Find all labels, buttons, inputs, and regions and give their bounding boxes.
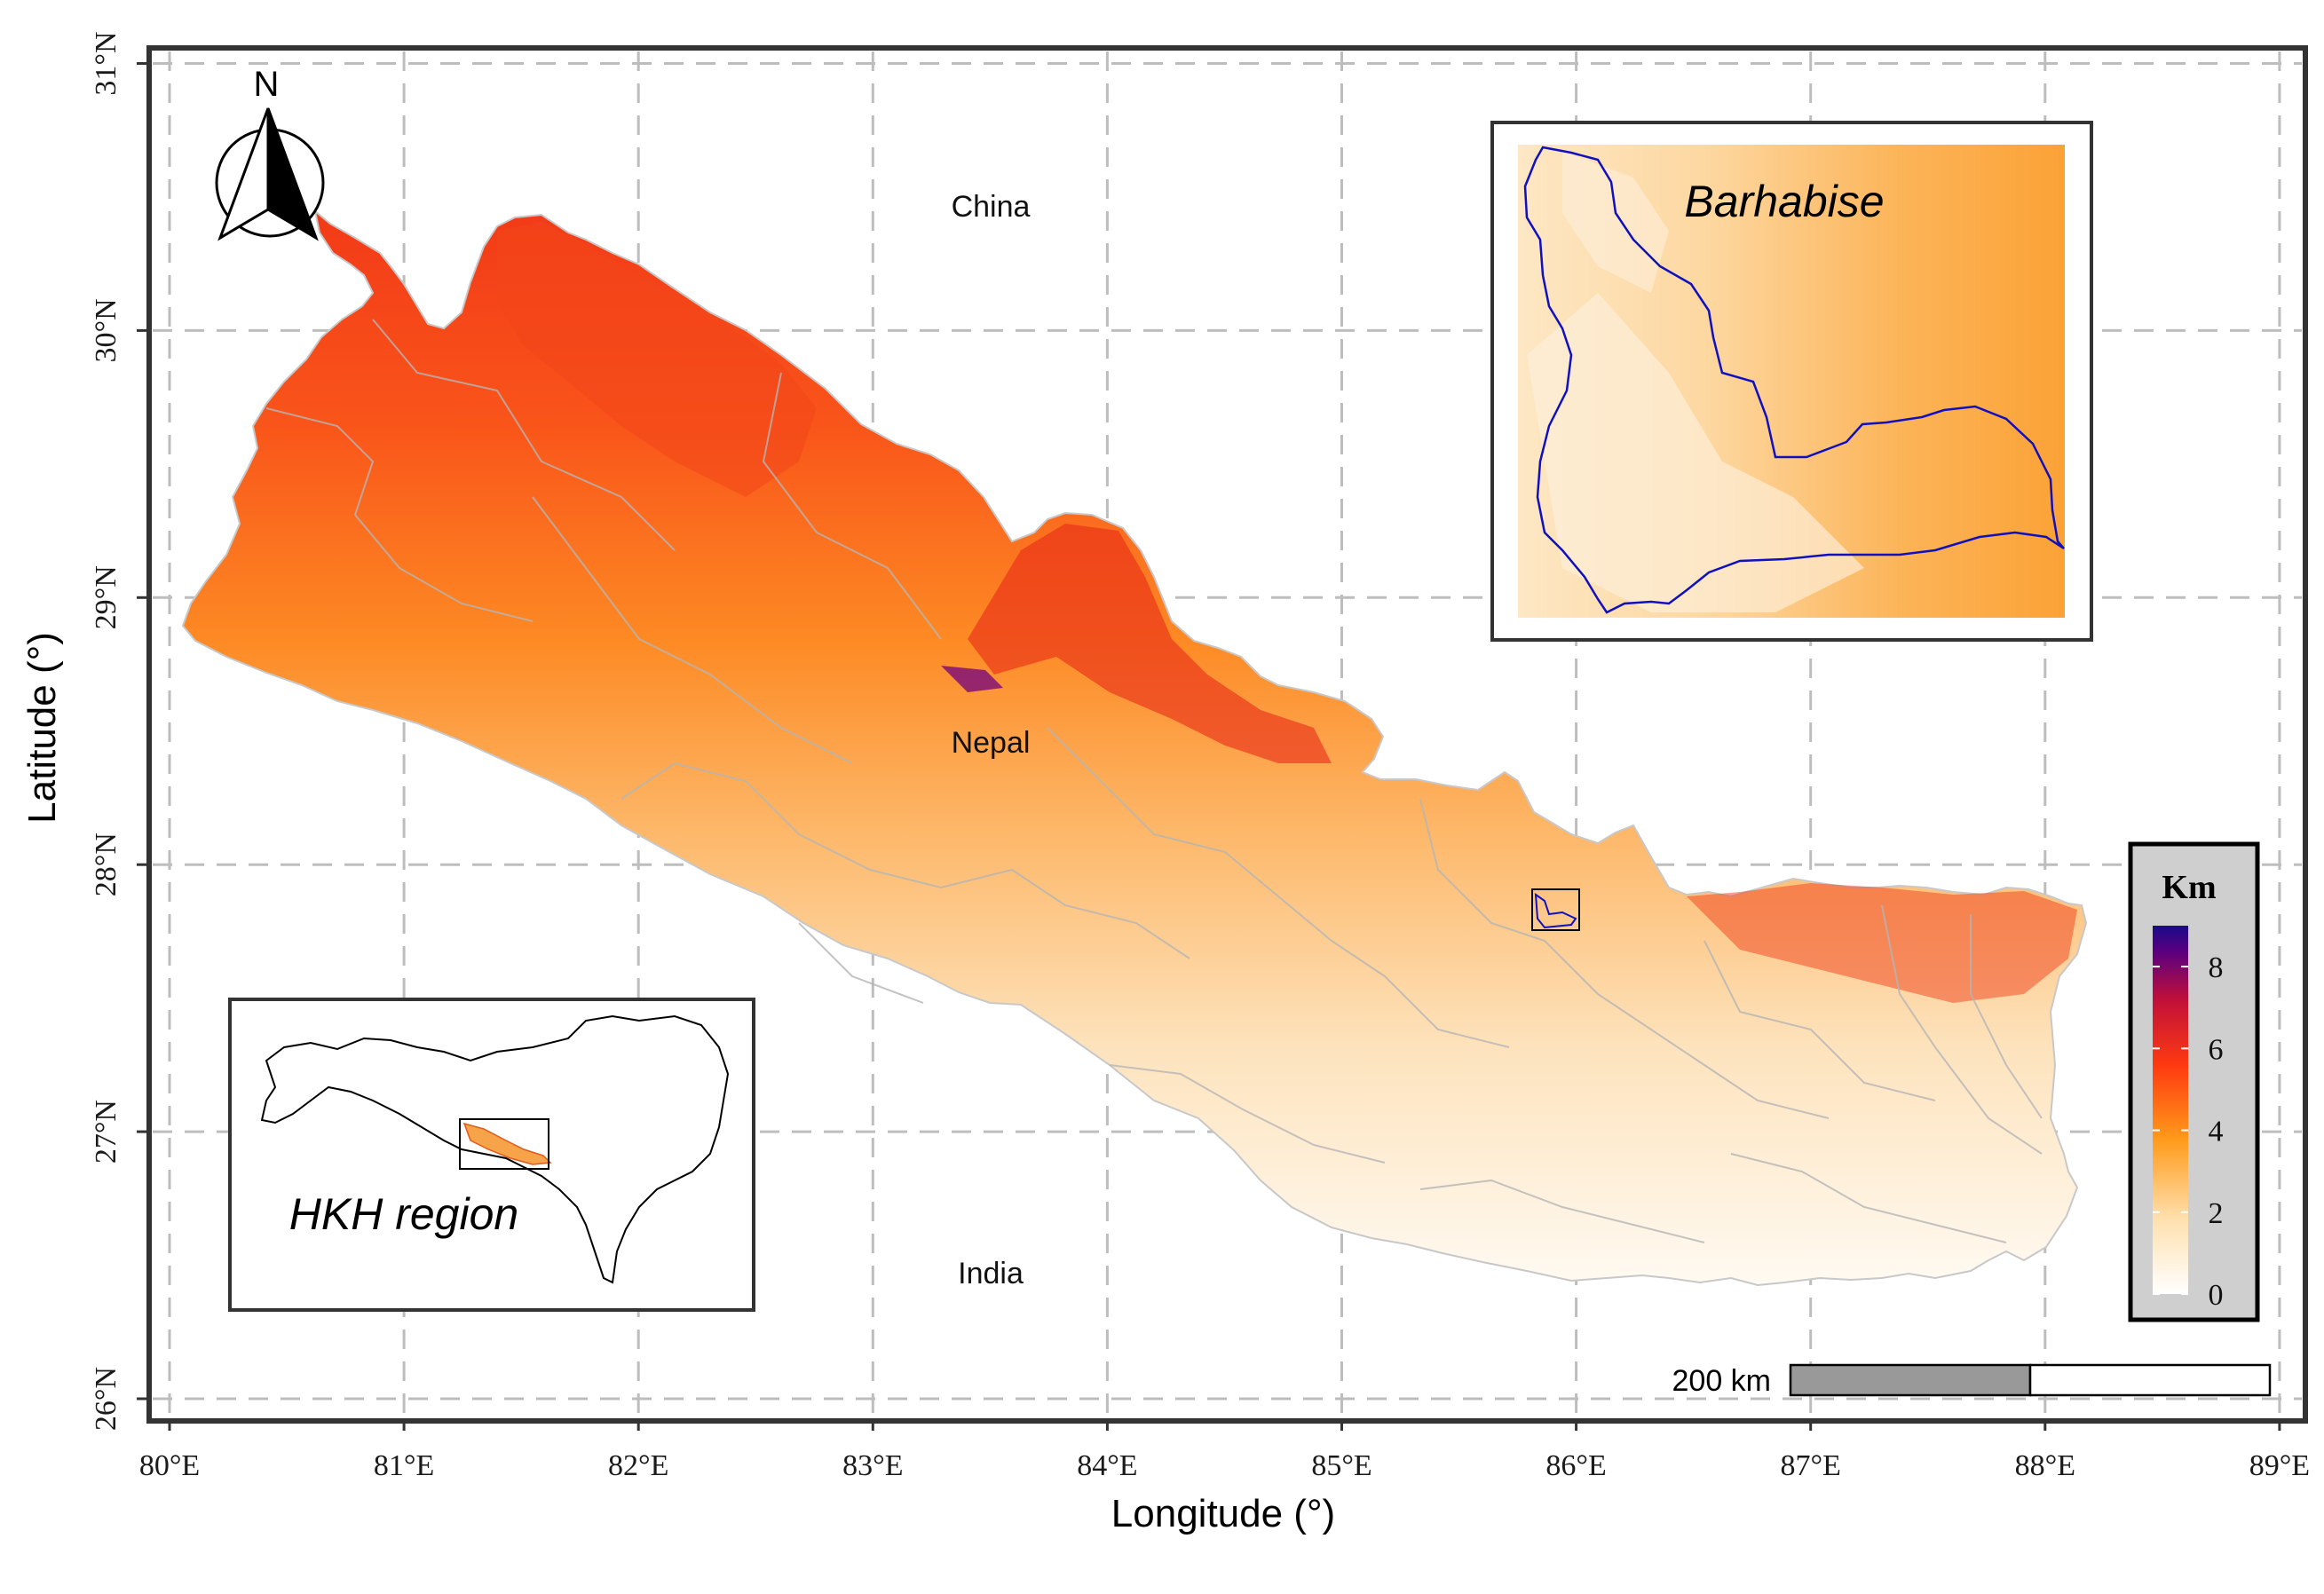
scale-bar-dark-segment (1789, 1363, 2032, 1397)
lat-tick-label-3: 29°N (90, 565, 123, 629)
scale-bar: 200 km (1672, 1363, 2272, 1398)
high-elevation-patch-west (497, 222, 817, 497)
legend-frame (2128, 841, 2260, 1322)
lon-tick-label-2: 82°E (608, 1449, 668, 1482)
x-axis-title: Longitude (°) (1111, 1492, 1335, 1535)
label-china: China (952, 190, 1031, 224)
lat-tick-label-5: 31°N (90, 31, 123, 95)
label-india: India (958, 1257, 1024, 1290)
high-elevation-patch-east (1687, 883, 2077, 1003)
label-nepal: Nepal (952, 726, 1031, 760)
hkh-region-outline (260, 1014, 730, 1284)
legend-tick-label-2: 4 (2209, 1116, 2224, 1148)
lat-tick-label-0: 26°N (90, 1367, 123, 1431)
lat-tick-label-4: 30°N (90, 298, 123, 362)
hkh-inset: HKH region (228, 998, 755, 1312)
high-elevation-patch-central (968, 524, 1332, 763)
district-boundaries (265, 319, 2043, 1243)
scale-bar-label: 200 km (1672, 1364, 1772, 1398)
lon-tick-label-7: 87°E (1781, 1449, 1841, 1482)
lon-tick-label-8: 88°E (2015, 1449, 2075, 1482)
legend-tick-labels: 0 2 4 6 8 (2153, 951, 2224, 1312)
lat-tick-label-1: 27°N (90, 1100, 123, 1164)
longitude-tick-labels: 80°E 81°E 82°E 83°E 84°E 85°E 86°E 87°E 88°E 89°E (139, 1449, 2310, 1482)
nepal-elevation-map (181, 209, 2088, 1287)
barhabise-light-valley-2 (1562, 151, 1669, 293)
barhabise-inset: Barhabise (1490, 121, 2093, 642)
scale-bar-light-segment (2028, 1363, 2272, 1397)
lon-tick-label-1: 81°E (374, 1449, 434, 1482)
legend-tick-label-3: 6 (2209, 1033, 2224, 1066)
legend-colorbar (2153, 926, 2188, 1294)
hkh-locator-box (459, 1118, 549, 1170)
hkh-nepal-highlight (462, 1122, 552, 1165)
barhabise-basin-outline (1523, 146, 2065, 614)
legend-tick-label-1: 2 (2209, 1197, 2224, 1230)
north-arrow-right-icon (266, 107, 319, 241)
lon-tick-label-9: 89°E (2249, 1449, 2310, 1482)
lon-tick-label-4: 84°E (1077, 1449, 1137, 1482)
barhabise-locator-box (1531, 888, 1580, 931)
barhabise-title: Barhabise (1684, 177, 1884, 226)
north-arrow-label: N (254, 65, 280, 104)
legend-tick-label-0: 0 (2209, 1279, 2224, 1312)
lon-tick-label-3: 83°E (842, 1449, 903, 1482)
high-elevation-patch-peak (941, 666, 1003, 692)
y-axis-title: Latitude (°) (20, 632, 64, 824)
lat-tick-label-2: 28°N (90, 833, 123, 896)
north-arrow: N (215, 65, 325, 241)
barhabise-light-valley (1527, 293, 1864, 612)
lon-tick-label-0: 80°E (139, 1449, 200, 1482)
latitude-tick-labels: 26°N 27°N 28°N 29°N 30°N 31°N (90, 31, 123, 1431)
lon-tick-label-5: 85°E (1311, 1449, 1371, 1482)
legend-tick-label-4: 8 (2209, 951, 2224, 984)
lon-tick-label-6: 86°E (1545, 1449, 1606, 1482)
hkh-title: HKH region (289, 1189, 518, 1239)
barhabise-locator-outline (1534, 892, 1577, 929)
legend-title: Km (2162, 869, 2216, 906)
elevation-legend: Km 0 2 4 6 8 (2128, 841, 2260, 1322)
